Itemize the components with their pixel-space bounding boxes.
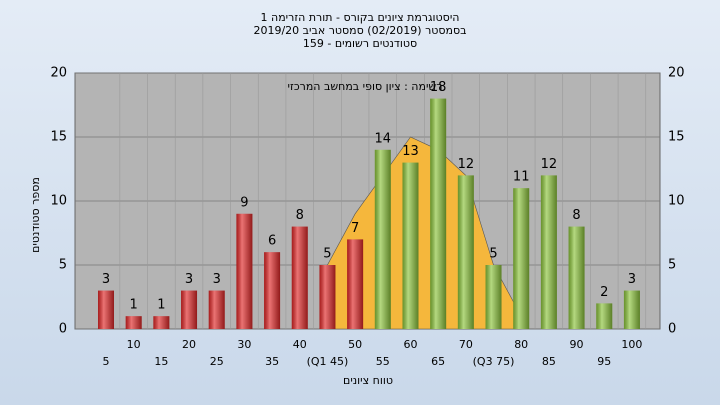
value-label: 3 — [628, 272, 636, 287]
value-label: 1 — [130, 298, 138, 313]
title-line: סטודנטים רשומים - 159 — [303, 37, 417, 50]
bar-shade — [236, 213, 253, 329]
x-tick-label: 40 — [293, 338, 307, 351]
bar-shade — [319, 265, 336, 329]
y-tick-label: 15 — [50, 130, 67, 145]
x-tick-label: 95 — [597, 355, 611, 368]
y-tick-label: 20 — [50, 66, 67, 81]
x-tick-label: 90 — [570, 338, 584, 351]
x-tick-label: (Q3 75) — [473, 355, 515, 368]
bar-shade — [402, 162, 419, 329]
bar-shade — [181, 290, 198, 329]
bar-shade — [485, 265, 502, 329]
bar-shade — [623, 290, 640, 329]
bar-shade — [153, 316, 170, 329]
x-tick-label: 35 — [265, 355, 279, 368]
x-tick-label: 30 — [237, 338, 251, 351]
bar-shade — [374, 149, 391, 329]
value-label: 8 — [572, 208, 580, 223]
x-tick-label: 60 — [403, 338, 417, 351]
x-tick-label: 10 — [127, 338, 141, 351]
x-tick-label: 55 — [376, 355, 390, 368]
y2-tick-label: 15 — [668, 130, 685, 145]
bar-shade — [596, 303, 613, 329]
value-label: 8 — [296, 208, 304, 223]
x-tick-label: 100 — [621, 338, 642, 351]
y2-tick-label: 20 — [668, 66, 685, 81]
value-label: 3 — [102, 272, 110, 287]
bar-shade — [125, 316, 142, 329]
y2-tick-label: 5 — [668, 258, 676, 273]
value-label: 12 — [541, 157, 558, 172]
bar-shade — [347, 239, 364, 329]
bar-shade — [98, 290, 114, 329]
value-label: 3 — [213, 272, 221, 287]
x-axis-label: טווח ציונים — [343, 374, 393, 387]
x-tick-label: 85 — [542, 355, 556, 368]
x-tick-label: 15 — [154, 355, 168, 368]
value-label: 7 — [351, 221, 359, 236]
bar-shade — [264, 252, 281, 329]
value-label: 9 — [240, 195, 248, 210]
y2-tick-label: 0 — [668, 322, 676, 337]
bar-shade — [457, 175, 474, 329]
value-label: 1 — [157, 298, 165, 313]
value-label: 13 — [402, 144, 419, 159]
value-label: 12 — [458, 157, 475, 172]
y-tick-label: 5 — [59, 258, 67, 273]
y-tick-label: 0 — [59, 322, 67, 337]
value-label: 3 — [185, 272, 193, 287]
value-label: 18 — [430, 80, 447, 95]
bar-shade — [430, 98, 447, 329]
bar-shade — [568, 226, 585, 329]
annotation: רשימה : ציון סופי במחשב המרכזי — [288, 80, 443, 93]
title-line: בסמסטר (02/2019) סמסטר אביב 2019/20 — [253, 24, 466, 37]
value-label: 6 — [268, 234, 276, 249]
x-tick-label: (Q1 45) — [307, 355, 349, 368]
value-label: 5 — [489, 247, 497, 262]
value-label: 11 — [513, 170, 530, 185]
x-tick-label: 65 — [431, 355, 445, 368]
x-tick-label: 20 — [182, 338, 196, 351]
bar-shade — [208, 290, 225, 329]
x-tick-label: 25 — [210, 355, 224, 368]
x-tick-label: 80 — [514, 338, 528, 351]
y-tick-label: 10 — [50, 194, 67, 209]
bar-shade — [513, 188, 530, 329]
x-tick-label: 50 — [348, 338, 362, 351]
x-tick-label: 70 — [459, 338, 473, 351]
value-label: 5 — [323, 247, 331, 262]
y-axis-label: מספר סטודנטים — [29, 177, 42, 253]
x-tick-label: 5 — [103, 355, 110, 368]
value-label: 2 — [600, 285, 608, 300]
value-label: 14 — [375, 131, 392, 146]
y2-tick-label: 10 — [668, 194, 685, 209]
title-line: היסטוגרמת ציונים בקורס - תורת הזרימה 1 — [261, 11, 460, 24]
bar-shade — [291, 226, 308, 329]
bar-shade — [540, 175, 557, 329]
